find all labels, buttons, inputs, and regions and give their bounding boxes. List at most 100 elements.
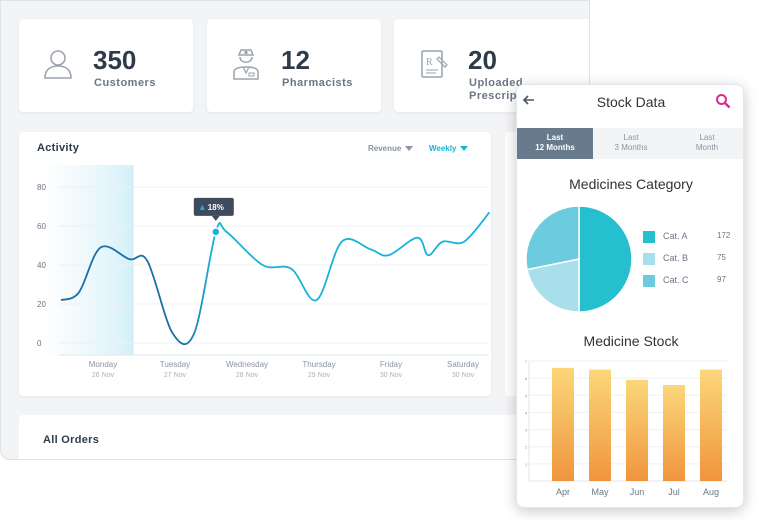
stat-card-customers[interactable]: 350 Customers bbox=[19, 19, 193, 112]
activity-card: 80 60 40 20 0 Monday 26 Nov Tuesday 27 Nov Wednes… bbox=[19, 132, 491, 396]
legend-label: Cat. B bbox=[663, 253, 689, 263]
prescriptions-label-line-1: Uploaded bbox=[469, 77, 524, 89]
activity-series-line bbox=[60, 211, 491, 345]
y-tick-label: 1 bbox=[525, 462, 528, 467]
revenue-dropdown-label: Revenue bbox=[368, 144, 402, 153]
legend-swatch bbox=[643, 253, 655, 265]
pie-legend: Cat. A 172 Cat. B 75 Cat. C 97 bbox=[643, 230, 739, 296]
tab-label-line-2: 12 Months bbox=[535, 143, 575, 152]
stock-bar bbox=[552, 367, 574, 481]
legend-value: 97 bbox=[717, 275, 726, 284]
stock-data-panel: Stock Data Last 12 Months Last 3 Months … bbox=[516, 84, 744, 508]
x-tick-label: Apr bbox=[556, 487, 570, 497]
y-tick-label: 6 bbox=[525, 376, 528, 381]
prescriptions-count: 20 bbox=[468, 45, 497, 75]
y-tick-label: 40 bbox=[37, 261, 46, 270]
highlighted-point bbox=[211, 227, 221, 237]
tab-label-line-1: Last bbox=[623, 133, 639, 142]
chevron-down-icon bbox=[460, 146, 469, 152]
tab-label-line-1: Last bbox=[546, 133, 564, 142]
y-tick-label: 4 bbox=[525, 410, 528, 415]
tooltip-pointer bbox=[211, 215, 220, 221]
x-tick-label: Friday bbox=[380, 360, 402, 369]
x-tick-label: Thursday bbox=[302, 360, 335, 369]
x-tick-date: 26 Nov bbox=[92, 372, 115, 379]
pharmacists-label: Pharmacists bbox=[282, 77, 353, 89]
stat-card-pharmacists[interactable]: 12 Pharmacists bbox=[207, 19, 381, 112]
user-icon bbox=[44, 50, 72, 79]
tooltip-value: 18% bbox=[208, 203, 224, 212]
legend-label: Cat. A bbox=[663, 231, 688, 241]
pie-slice bbox=[525, 205, 580, 271]
x-tick-label: Wednesday bbox=[226, 360, 268, 369]
activity-title: Activity bbox=[37, 142, 80, 154]
tooltip-box bbox=[193, 197, 234, 216]
all-orders-card: All Orders bbox=[19, 415, 589, 459]
weekly-dropdown-label: Weekly bbox=[429, 144, 457, 153]
stock-bar bbox=[700, 369, 722, 481]
y-tick-label: 5 bbox=[525, 393, 528, 398]
all-orders-title: All Orders bbox=[43, 434, 100, 446]
prescriptions-label-line-2: Prescriptio bbox=[469, 90, 532, 102]
x-tick-label: Jun bbox=[630, 487, 645, 497]
customers-count: 350 bbox=[93, 45, 137, 75]
legend-value: 172 bbox=[717, 231, 731, 240]
x-tick-label: Tuesday bbox=[160, 360, 190, 369]
legend-swatch bbox=[643, 231, 655, 243]
tab-label-line-1: Last bbox=[699, 133, 715, 142]
medicines-category-pie bbox=[525, 205, 633, 313]
medicine-stock-bar-chart: 7 6 5 4 3 2 1 Apr May Jun Jul Aug bbox=[525, 359, 727, 497]
stock-bar bbox=[589, 369, 611, 481]
search-icon[interactable] bbox=[715, 93, 731, 109]
tab-last-3-months[interactable]: Last 3 Months bbox=[593, 128, 669, 159]
dashboard-window: 350 Customers 12 Pharmacists R bbox=[0, 0, 590, 460]
legend-label: Cat. C bbox=[663, 275, 689, 285]
y-tick-label: 3 bbox=[525, 428, 528, 433]
prescriptions-label: Uploaded Prescriptio bbox=[469, 77, 532, 103]
x-tick-label: May bbox=[591, 487, 609, 497]
svg-text:R: R bbox=[426, 57, 433, 68]
highlight-band bbox=[39, 165, 133, 355]
tab-last-month[interactable]: Last Month bbox=[669, 128, 743, 159]
legend-item: Cat. C 97 bbox=[643, 274, 739, 296]
stock-data-header: Stock Data bbox=[517, 85, 743, 119]
customers-label: Customers bbox=[94, 77, 156, 89]
x-tick-date: 27 Nov bbox=[164, 372, 187, 379]
prescription-icon: R bbox=[421, 50, 448, 78]
y-tick-label: 0 bbox=[37, 339, 42, 348]
stat-card-edge bbox=[579, 19, 589, 112]
pie-slice bbox=[578, 205, 633, 313]
legend-item: Cat. A 172 bbox=[643, 230, 739, 252]
x-tick-label: Monday bbox=[89, 360, 117, 369]
pharmacists-count: 12 bbox=[281, 45, 310, 75]
x-tick-date: 28 Nov bbox=[236, 372, 259, 379]
medicines-category-title: Medicines Category bbox=[569, 176, 693, 192]
x-tick-label: Jul bbox=[668, 487, 680, 497]
pie-slice bbox=[526, 258, 580, 313]
chevron-down-icon bbox=[405, 146, 414, 152]
x-tick-date: 29 Nov bbox=[308, 372, 331, 379]
stat-card-prescriptions[interactable]: R 20 Uploaded Prescriptio bbox=[394, 19, 589, 112]
tab-label-line-2: 3 Months bbox=[614, 143, 648, 152]
x-tick-label: Saturday bbox=[447, 360, 479, 369]
revenue-dropdown[interactable]: Revenue bbox=[368, 144, 414, 153]
up-arrow-icon bbox=[199, 204, 205, 210]
y-tick-label: 2 bbox=[525, 445, 528, 450]
weekly-dropdown[interactable]: Weekly bbox=[429, 144, 469, 153]
stock-bar bbox=[663, 385, 685, 481]
activity-chart: 80 60 40 20 0 Monday 26 Nov Tuesday 27 Nov Wednes… bbox=[37, 165, 491, 379]
x-tick-date: 30 Nov bbox=[380, 372, 403, 379]
y-tick-label: 20 bbox=[37, 300, 46, 309]
tab-last-12-months[interactable]: Last 12 Months bbox=[517, 128, 593, 159]
legend-value: 75 bbox=[717, 253, 726, 262]
tooltip: 18% bbox=[193, 197, 234, 221]
back-arrow-icon[interactable] bbox=[522, 93, 536, 107]
y-tick-label: 80 bbox=[37, 183, 46, 192]
legend-item: Cat. B 75 bbox=[643, 252, 739, 274]
medicine-stock-title: Medicine Stock bbox=[583, 333, 679, 349]
stock-data-title: Stock Data bbox=[596, 94, 666, 110]
stock-bar bbox=[626, 379, 648, 481]
pharmacist-icon bbox=[233, 49, 259, 80]
period-tabs: Last 12 Months Last 3 Months Last Month bbox=[517, 128, 743, 159]
